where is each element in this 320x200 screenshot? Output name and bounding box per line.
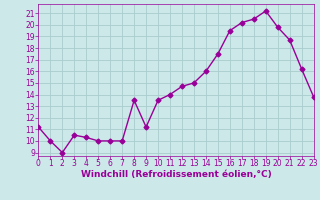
X-axis label: Windchill (Refroidissement éolien,°C): Windchill (Refroidissement éolien,°C) (81, 170, 271, 179)
